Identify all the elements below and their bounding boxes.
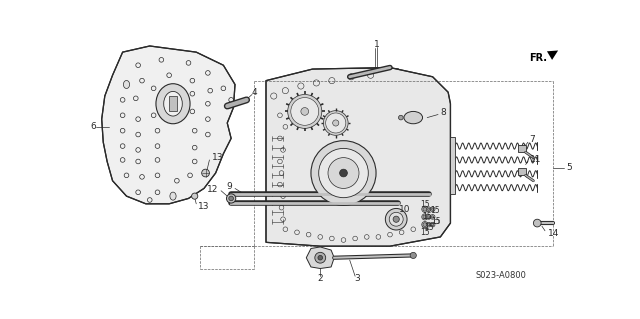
Circle shape [426, 207, 431, 211]
Circle shape [399, 115, 403, 120]
Circle shape [311, 141, 376, 205]
Circle shape [431, 208, 434, 210]
Text: 7: 7 [529, 136, 535, 145]
Circle shape [423, 207, 427, 211]
Polygon shape [307, 247, 334, 269]
Polygon shape [266, 68, 451, 246]
Circle shape [431, 224, 434, 226]
Text: FR.: FR. [529, 53, 547, 63]
Circle shape [430, 215, 435, 219]
Text: 8: 8 [440, 108, 446, 117]
Ellipse shape [124, 80, 129, 88]
Circle shape [533, 219, 541, 227]
Text: 9: 9 [226, 182, 232, 191]
Circle shape [291, 98, 319, 125]
Text: 15: 15 [424, 223, 433, 232]
Text: 5: 5 [566, 163, 572, 172]
Text: 15: 15 [432, 217, 442, 226]
Bar [518, 168, 525, 175]
Bar [451, 137, 455, 194]
Circle shape [393, 216, 399, 222]
Text: 15: 15 [420, 200, 429, 209]
Text: 3: 3 [355, 274, 360, 283]
Circle shape [318, 256, 323, 260]
Circle shape [288, 94, 322, 128]
Circle shape [430, 207, 435, 211]
Circle shape [229, 196, 234, 201]
Circle shape [428, 216, 430, 218]
Text: 12: 12 [207, 185, 218, 194]
Circle shape [431, 216, 434, 218]
Circle shape [428, 224, 430, 226]
Circle shape [385, 208, 407, 230]
Ellipse shape [156, 84, 190, 124]
Text: 2: 2 [317, 274, 323, 283]
Circle shape [319, 148, 368, 198]
Text: 6: 6 [91, 122, 97, 131]
Ellipse shape [404, 111, 422, 124]
Circle shape [423, 215, 427, 219]
Circle shape [422, 214, 428, 220]
Circle shape [426, 222, 431, 227]
Circle shape [333, 120, 339, 126]
Circle shape [422, 206, 428, 212]
Text: 13: 13 [212, 153, 223, 162]
Text: 4: 4 [252, 88, 257, 97]
Circle shape [301, 108, 308, 115]
Circle shape [422, 221, 428, 228]
Ellipse shape [170, 192, 176, 200]
Text: 15: 15 [430, 206, 440, 215]
Text: 15: 15 [422, 211, 432, 221]
Text: S023-A0800: S023-A0800 [476, 271, 526, 280]
Text: 13: 13 [198, 202, 209, 211]
Circle shape [328, 158, 359, 189]
Circle shape [410, 252, 417, 258]
Circle shape [315, 252, 326, 263]
Circle shape [326, 113, 346, 133]
Text: 10: 10 [399, 205, 411, 214]
Circle shape [428, 208, 430, 210]
Circle shape [430, 222, 435, 227]
Circle shape [227, 194, 236, 203]
Text: 1: 1 [374, 40, 380, 49]
Ellipse shape [164, 92, 182, 116]
Circle shape [340, 169, 348, 177]
Polygon shape [102, 46, 235, 204]
Circle shape [426, 215, 431, 219]
Text: 15: 15 [420, 228, 429, 237]
Bar [518, 145, 525, 152]
Circle shape [323, 111, 348, 135]
Circle shape [423, 223, 427, 226]
Bar [169, 96, 177, 111]
Text: 11: 11 [529, 155, 541, 164]
Circle shape [202, 169, 209, 177]
Circle shape [191, 193, 198, 199]
Text: 14: 14 [548, 229, 559, 238]
Circle shape [389, 212, 403, 226]
